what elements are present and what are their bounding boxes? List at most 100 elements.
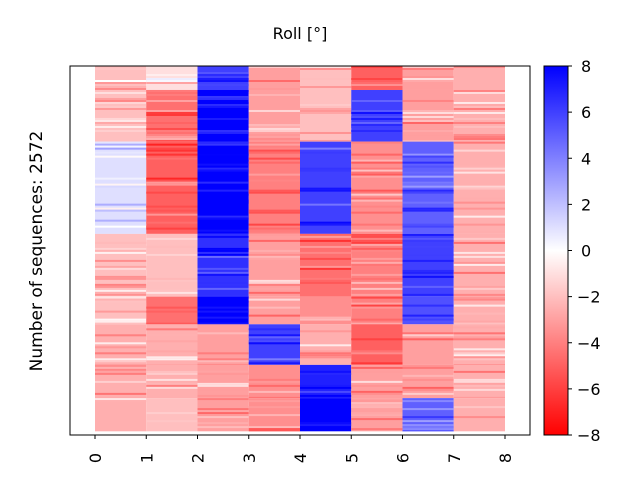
heatmap-stripe — [197, 201, 249, 204]
heatmap-stripe — [453, 165, 505, 168]
heatmap-stripe — [300, 223, 352, 226]
heatmap-stripe — [351, 263, 403, 266]
heatmap-stripe — [300, 86, 352, 88]
heatmap-stripe — [300, 147, 352, 150]
heatmap-stripe — [146, 378, 198, 381]
heatmap-cell — [95, 324, 147, 365]
heatmap-stripe — [351, 384, 403, 387]
heatmap-cell — [197, 233, 249, 297]
heatmap-stripe — [197, 78, 249, 80]
heatmap-stripe — [300, 352, 352, 355]
heatmap-stripe — [197, 151, 249, 154]
heatmap-cell — [95, 398, 147, 432]
x-tick-label: 0 — [86, 453, 105, 463]
heatmap-stripe — [146, 149, 198, 152]
heatmap-stripe — [146, 253, 198, 256]
heatmap-stripe — [95, 298, 147, 301]
heatmap-stripe — [95, 352, 147, 355]
heatmap-stripe — [248, 123, 300, 126]
heatmap-stripe — [197, 84, 249, 86]
heatmap-stripe — [402, 304, 454, 307]
heatmap-stripe — [95, 105, 147, 108]
heatmap-stripe — [146, 412, 198, 415]
heatmap-cell — [402, 364, 454, 399]
heatmap-stripe — [351, 293, 403, 296]
x-tick-label: 8 — [496, 453, 515, 463]
heatmap-stripe — [402, 269, 454, 272]
heatmap-stripe — [197, 267, 249, 270]
heatmap-stripe — [351, 109, 403, 112]
heatmap-stripe — [300, 111, 352, 114]
heatmap-stripe — [300, 384, 352, 387]
heatmap-stripe — [197, 273, 249, 276]
heatmap-stripe — [95, 80, 147, 82]
heatmap-stripe — [453, 231, 505, 234]
row-block-1 — [95, 66, 505, 90]
heatmap-stripe — [402, 424, 454, 427]
colorbar-gradient — [543, 65, 569, 436]
colorbar-tick-label: −2 — [577, 288, 601, 307]
heatmap-stripe — [300, 277, 352, 280]
heatmap-stripe — [248, 255, 300, 258]
heatmap-stripe — [300, 245, 352, 248]
heatmap-stripe — [197, 199, 249, 202]
heatmap-stripe — [146, 227, 198, 230]
heatmap-stripe — [95, 91, 147, 94]
heatmap-stripe — [453, 326, 505, 329]
heatmap-stripe — [453, 382, 505, 385]
heatmap-stripe — [351, 296, 403, 299]
heatmap-stripe — [351, 247, 403, 250]
heatmap-stripe — [146, 181, 198, 184]
heatmap-stripe — [197, 229, 249, 232]
heatmap-stripe — [197, 422, 249, 425]
heatmap-stripe — [197, 133, 249, 136]
heatmap-stripe — [402, 78, 454, 80]
heatmap-stripe — [95, 259, 147, 262]
heatmap-stripe — [146, 205, 198, 208]
heatmap-cell — [248, 324, 300, 365]
heatmap-stripe — [197, 316, 249, 319]
heatmap-stripe — [300, 78, 352, 80]
colorbar-tick-label: 2 — [581, 195, 591, 214]
heatmap-stripe — [248, 173, 300, 176]
heatmap-stripe — [95, 300, 147, 303]
heatmap-stripe — [453, 66, 505, 68]
heatmap-stripe — [248, 137, 300, 140]
x-tick-label: 6 — [394, 453, 413, 463]
heatmap-stripe — [300, 139, 352, 142]
heatmap-stripe — [197, 410, 249, 413]
heatmap-stripe — [146, 209, 198, 212]
heatmap-stripe — [453, 364, 505, 365]
heatmap-stripe — [95, 129, 147, 132]
heatmap-stripe — [402, 285, 454, 288]
heatmap-stripe — [351, 117, 403, 120]
heatmap-stripe — [402, 223, 454, 226]
heatmap-stripe — [351, 380, 403, 383]
heatmap-stripe — [402, 400, 454, 403]
heatmap-stripe — [248, 151, 300, 154]
heatmap-stripe — [248, 257, 300, 260]
heatmap-stripe — [300, 66, 352, 68]
heatmap-stripe — [95, 291, 147, 294]
heatmap-stripe — [300, 372, 352, 375]
heatmap-stripe — [402, 209, 454, 212]
heatmap-stripe — [95, 68, 147, 70]
heatmap-stripe — [146, 334, 198, 337]
heatmap-stripe — [146, 328, 198, 331]
heatmap-stripe — [402, 318, 454, 321]
heatmap-stripe — [197, 217, 249, 220]
heatmap-stripe — [351, 261, 403, 264]
heatmap-cell — [300, 398, 352, 432]
heatmap-stripe — [197, 332, 249, 335]
heatmap-stripe — [95, 82, 147, 84]
heatmap-stripe — [351, 338, 403, 341]
heatmap-stripe — [95, 121, 147, 124]
heatmap-stripe — [146, 310, 198, 313]
heatmap-stripe — [453, 197, 505, 200]
heatmap-stripe — [351, 370, 403, 373]
heatmap-stripe — [453, 215, 505, 218]
heatmap-stripe — [197, 117, 249, 120]
heatmap-stripe — [197, 163, 249, 166]
heatmap-stripe — [95, 342, 147, 345]
heatmap-stripe — [351, 175, 403, 178]
